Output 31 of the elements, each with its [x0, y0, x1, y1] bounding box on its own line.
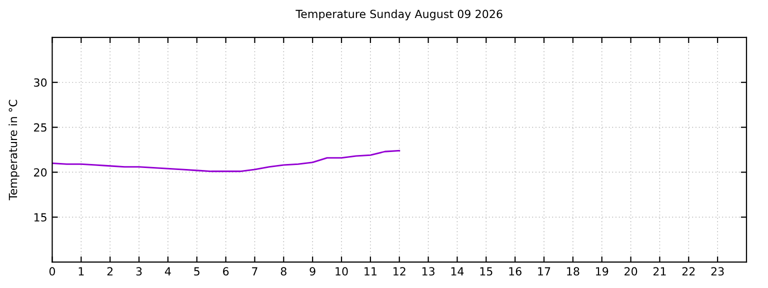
- y-tick-label: 20: [34, 168, 47, 177]
- x-tick-label: 20: [624, 267, 638, 276]
- x-tick-label: 16: [509, 267, 522, 276]
- x-tick-label: 11: [364, 267, 376, 276]
- y-tick-label: 25: [34, 123, 46, 132]
- y-tick-label: 15: [34, 213, 46, 222]
- x-tick-label: 2: [107, 267, 112, 276]
- chart-title: Temperature Sunday August 09 2026: [296, 10, 502, 20]
- x-tick-label: 8: [280, 267, 286, 276]
- line-series: [52, 150, 400, 172]
- x-tick-label: 0: [49, 267, 56, 276]
- y-axis-title: Temperature in °C: [8, 100, 20, 200]
- x-tick-label: 14: [451, 267, 464, 276]
- x-tick-label: 6: [223, 267, 229, 276]
- x-tick-label: 3: [136, 267, 142, 276]
- x-tick-label: 19: [596, 267, 608, 276]
- x-tick-label: 4: [164, 267, 171, 276]
- x-tick-label: 12: [394, 267, 406, 276]
- y-tick-label: 30: [34, 78, 47, 87]
- x-tick-label: 10: [336, 267, 348, 276]
- x-tick-label: 18: [567, 267, 580, 276]
- x-tick-label: 1: [78, 267, 84, 276]
- x-tick-label: 23: [711, 267, 724, 276]
- x-tick-label: 13: [422, 267, 434, 276]
- x-tick-label: 22: [682, 267, 695, 276]
- x-tick-label: 5: [194, 267, 200, 276]
- x-tick-label: 9: [310, 267, 316, 276]
- x-tick-label: 17: [538, 267, 550, 276]
- x-tick-label: 15: [480, 267, 492, 276]
- x-tick-label: 7: [252, 267, 258, 276]
- x-tick-label: 21: [653, 267, 666, 276]
